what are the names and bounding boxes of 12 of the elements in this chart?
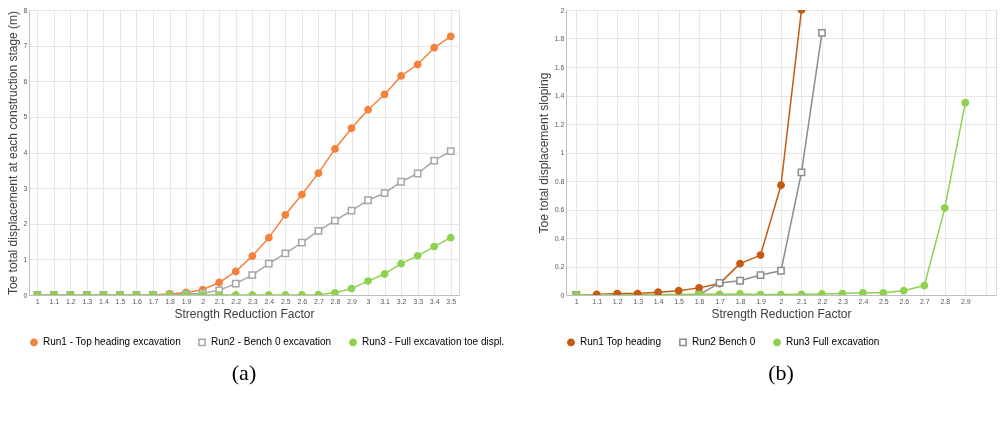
- x-axis-title: Strength Reduction Factor: [174, 306, 315, 321]
- legend-label: Run3 - Full excavation toe displ.: [362, 336, 505, 348]
- y-axis-title: Toe total displacement at each construction stage (m): [5, 10, 20, 296]
- x-axis-title: Strength Reduction Factor: [711, 306, 852, 321]
- legend-label: Run1 - Top heading excavation: [43, 336, 181, 348]
- legend-label: Run2 Bench 0: [692, 336, 756, 348]
- legend-label: Run2 - Bench 0 excavation: [211, 336, 332, 348]
- legend-label: Run1 Top heading: [580, 336, 661, 348]
- text: (b): [768, 360, 794, 385]
- y-axis-title: Toe total displacement sloping: [536, 72, 551, 234]
- legend-label: Run3 Full excavation: [786, 336, 880, 348]
- text: (a): [231, 360, 257, 385]
